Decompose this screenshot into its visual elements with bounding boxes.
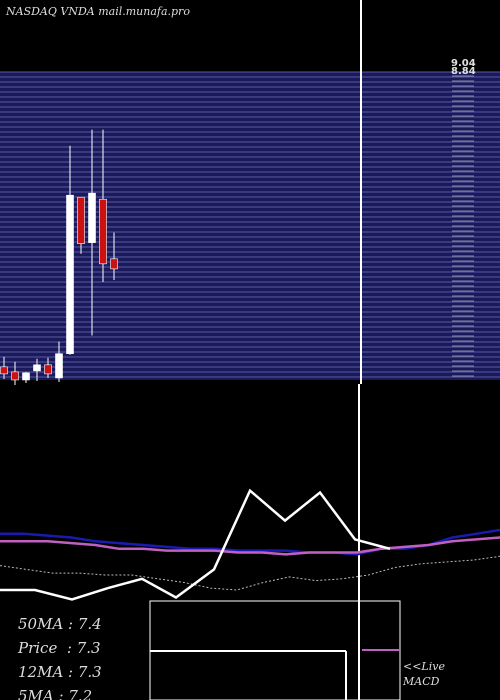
candle-bull: [88, 192, 96, 243]
price-readout: Price : 7.3: [18, 639, 101, 657]
ma-5-readout: 5MA : 7.2: [18, 687, 93, 700]
candle-bear: [99, 198, 107, 265]
macd-label: <<Live MACD: [403, 660, 445, 688]
candle-bear: [110, 258, 118, 270]
price-tick-label: 9.04: [451, 58, 476, 69]
price-band: [0, 72, 500, 380]
chart-title: NASDAQ VNDA mail.munafa.pro: [6, 5, 190, 18]
candle-bull: [33, 364, 41, 372]
candle-bull: [22, 372, 30, 381]
ma-12-readout: 12MA : 7.3: [18, 663, 102, 681]
price-line: [0, 488, 391, 601]
candle-bear: [44, 364, 52, 375]
candle-bull: [55, 353, 63, 379]
moving-average-list: 50MA : 7.4 Price : 7.3 12MA : 7.3 5MA : …: [18, 612, 102, 700]
price-tick-label: 8.84: [451, 66, 476, 77]
candle-bull: [66, 194, 74, 355]
candle-bear: [77, 196, 85, 244]
dotted-ma-line: [0, 555, 500, 591]
candle-bear: [0, 366, 8, 375]
ma-50-readout: 50MA : 7.4: [18, 615, 102, 633]
ma-12-line: [0, 536, 500, 556]
candle-bear: [11, 371, 19, 381]
